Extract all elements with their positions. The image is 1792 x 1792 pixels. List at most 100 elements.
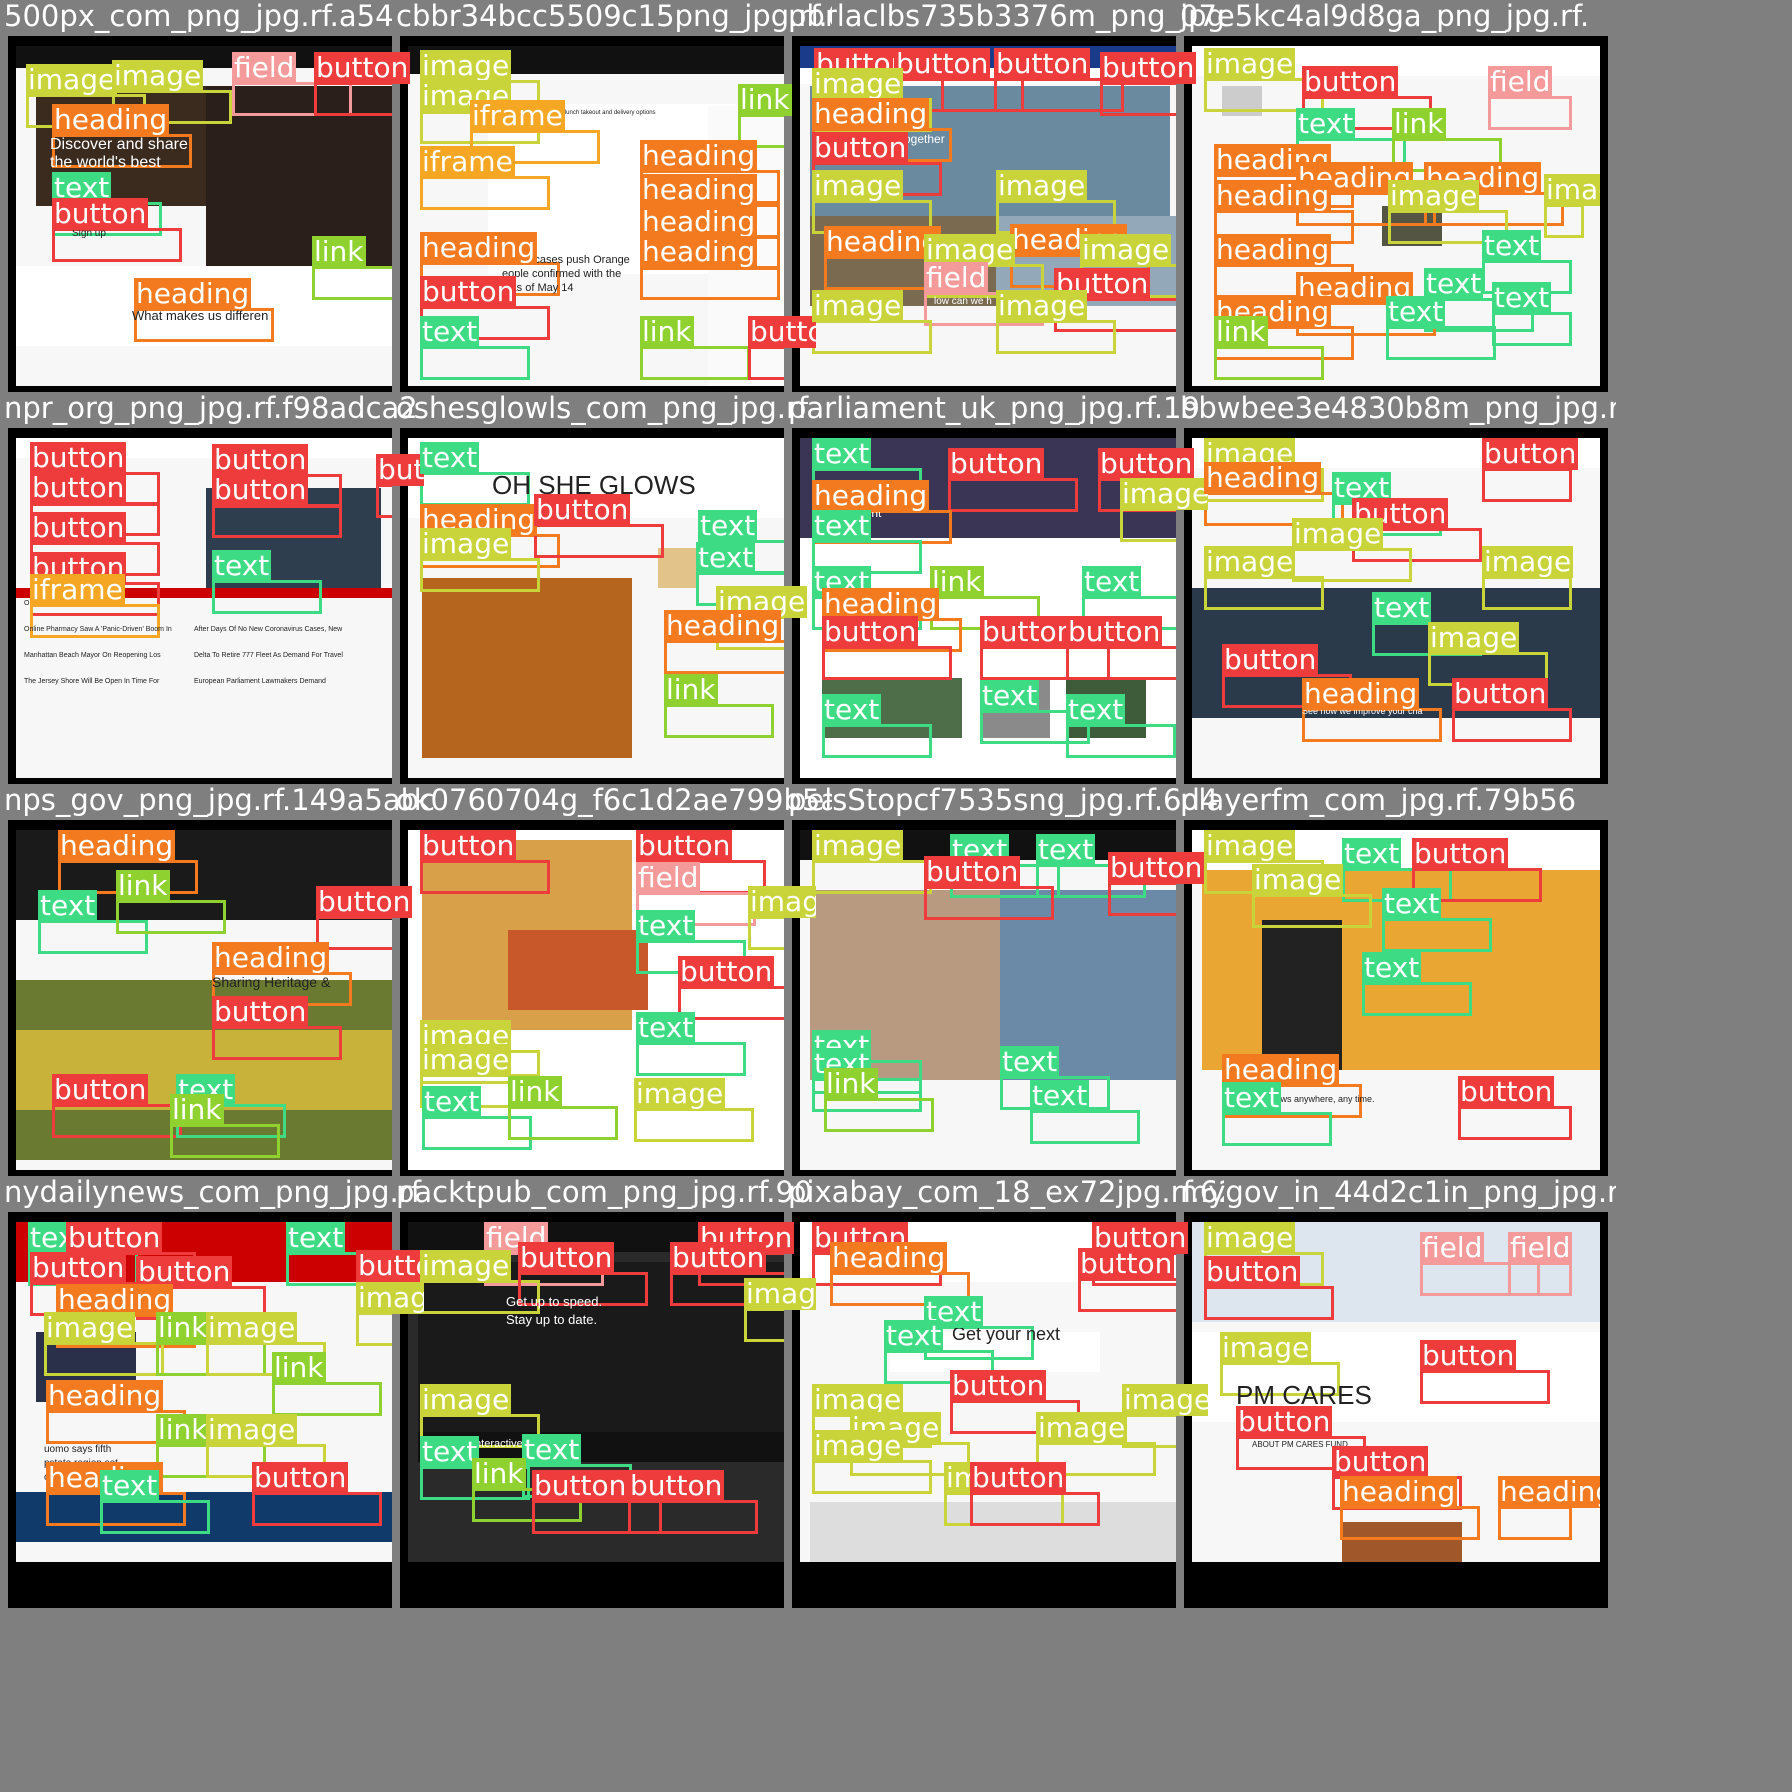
page-region: [16, 1492, 424, 1542]
detection-box-button: [822, 646, 952, 680]
screenshot-frame: alk shows anywhere, any time. image text bu…: [1184, 820, 1608, 1216]
detection-label-image: image: [1428, 621, 1520, 654]
detection-box-button: [1078, 1278, 1180, 1312]
webpage-render: image button field text link heading heading he…: [1192, 46, 1600, 386]
detection-label-button: button: [376, 454, 424, 486]
detection-label-image: image: [206, 1413, 298, 1446]
page-text: eople confirmed with the: [502, 268, 622, 280]
detection-label-text: text: [1386, 295, 1446, 328]
detection-label-button: button: [1302, 65, 1399, 98]
screenshot-frame: image text text button button text text text lin…: [792, 820, 1216, 1216]
detection-label-button: button: [1236, 1405, 1333, 1438]
detection-label-button: button: [534, 493, 631, 526]
page-text: European Parliament Lawmakers Demand: [194, 678, 326, 685]
detection-label-text: text: [1082, 565, 1142, 598]
tile-filename: bbwbee3e4830b8m_png_jpg.r: [1180, 392, 1616, 425]
detection-box-button: [1452, 708, 1572, 742]
detection-label-button: button: [1452, 677, 1549, 710]
screenshot-frame: ogether low can we h button button button but…: [792, 36, 1216, 432]
detection-label-heading: heading: [1222, 1053, 1340, 1086]
page-text: PM CARES: [1236, 1380, 1372, 1410]
detection-label-button: button: [1204, 1255, 1301, 1288]
detection-label-button: button: [532, 1469, 629, 1502]
detection-label-button: button: [1420, 1339, 1517, 1372]
detection-label-text: text: [1066, 693, 1126, 726]
detection-label-heading: heading: [56, 1283, 174, 1316]
detection-label-text: text: [1482, 229, 1542, 262]
detection-label-button: button: [1078, 1247, 1175, 1280]
detection-label-text: text: [420, 315, 480, 348]
detection-box-text: [822, 724, 932, 758]
detection-label-image: image: [1120, 478, 1208, 510]
detection-box-image: [1482, 576, 1572, 610]
page-text: Stay up to date.: [506, 1312, 598, 1327]
detection-box-heading: [664, 640, 788, 674]
mosaic-tile: packtpub_com_png_jpg.rf.90 Get up to spee…: [392, 1176, 832, 1616]
mosaic-tile: pelsStopcf7535sng_jpg.rf.6d4 image text tex…: [784, 784, 1224, 1224]
detection-label-field: field: [636, 861, 701, 894]
detection-label-button: button: [518, 1241, 615, 1274]
detection-label-text: text: [420, 1435, 480, 1468]
detection-label-image: image: [1204, 545, 1296, 578]
page-text: The Jersey Shore Will Be Open In Time Fo…: [24, 678, 160, 685]
detection-box-text: [1382, 918, 1492, 952]
webpage-render: See how we improve your cha image button he…: [1192, 438, 1600, 778]
webpage-render: uomo says fifthpstate region seto open F…: [16, 1222, 424, 1562]
detection-label-button: button: [1332, 1445, 1429, 1478]
screenshot-frame: Discover and share the world's best Sign u…: [8, 36, 432, 432]
tile-filename: pixabay_com_18_ex72jpg.rf.624a: [788, 1176, 1224, 1209]
detection-label-text: text: [980, 679, 1040, 712]
detection-box-button: [748, 346, 788, 380]
detection-label-heading: heading: [1340, 1475, 1458, 1508]
detection-label-heading: heading: [1498, 1476, 1600, 1508]
detection-label-image: image: [1036, 1411, 1128, 1444]
detection-box-link: [664, 704, 774, 738]
detection-label-heading: heading: [664, 609, 782, 642]
detection-label-button: button: [212, 473, 309, 506]
detection-label-image: image: [1292, 517, 1384, 550]
detection-label-image: image: [1080, 233, 1172, 266]
detection-box-text: [100, 1500, 210, 1534]
detection-label-image: image: [1482, 545, 1574, 578]
detection-label-link: link: [272, 1351, 326, 1384]
detection-label-button: button: [30, 1251, 127, 1284]
webpage-render: image text text button button text text text lin…: [800, 830, 1208, 1170]
tile-filename: pbrlaclbs735b3376m_png_jpg.rf.1: [788, 0, 1224, 33]
page-text: After Days Of No New Coronavirus Cases, …: [194, 626, 343, 633]
detection-label-text: text: [286, 1222, 346, 1254]
detection-box-text: [1222, 1112, 1332, 1146]
detection-label-text: text: [100, 1469, 160, 1502]
detection-label-text: text: [698, 509, 758, 542]
detection-box-image: [1544, 204, 1584, 238]
detection-label-heading: heading: [1214, 233, 1332, 266]
detection-label-button: button: [1066, 615, 1163, 648]
detection-box-link: [116, 900, 226, 934]
detection-box-link: [272, 1382, 382, 1416]
detection-label-text: text: [1036, 833, 1096, 866]
detection-label-text: text: [1492, 281, 1552, 314]
detection-box-image: [1120, 508, 1180, 542]
detection-label-link: link: [1214, 315, 1268, 348]
tile-filename: oshesglowls_com_png_jpg.rf: [396, 392, 809, 425]
detection-label-image: image: [812, 67, 904, 100]
detection-box-image: [812, 320, 932, 354]
detection-label-iframe: iframe: [30, 573, 125, 606]
webpage-render: ogether low can we h button button button but…: [800, 46, 1208, 386]
detection-label-image: image: [924, 233, 1016, 266]
tile-filename: mygov_in_44d2c1in_png_jpg.rf: [1180, 1176, 1616, 1209]
webpage-render: Discover and share the world's best Sign u…: [16, 46, 424, 386]
detection-label-button: button: [894, 47, 991, 80]
webpage-render: ORONAVIRUS LIVE UPDATESOnline Pharmacy S…: [16, 438, 424, 778]
detection-label-iframe: iframe: [420, 145, 515, 178]
detection-label-heading: heading: [52, 103, 170, 136]
webpage-render: PM CARES ABOUT PM CARES FUND image field fie…: [1192, 1222, 1600, 1562]
detection-label-button: button: [212, 443, 309, 476]
detection-label-heading: heading: [812, 97, 930, 130]
mosaic-tile: ok0760704g_f6c1d2ae799b5a2 button button fi…: [392, 784, 832, 1224]
detection-label-button: button: [1482, 438, 1579, 470]
detection-box-link: [472, 1488, 582, 1522]
detection-label-button: button: [924, 855, 1021, 888]
page-text: Your guide for lunch takeout and deliver…: [526, 110, 656, 116]
detection-label-button: button: [994, 47, 1091, 80]
detection-label-link: link: [170, 1093, 224, 1126]
